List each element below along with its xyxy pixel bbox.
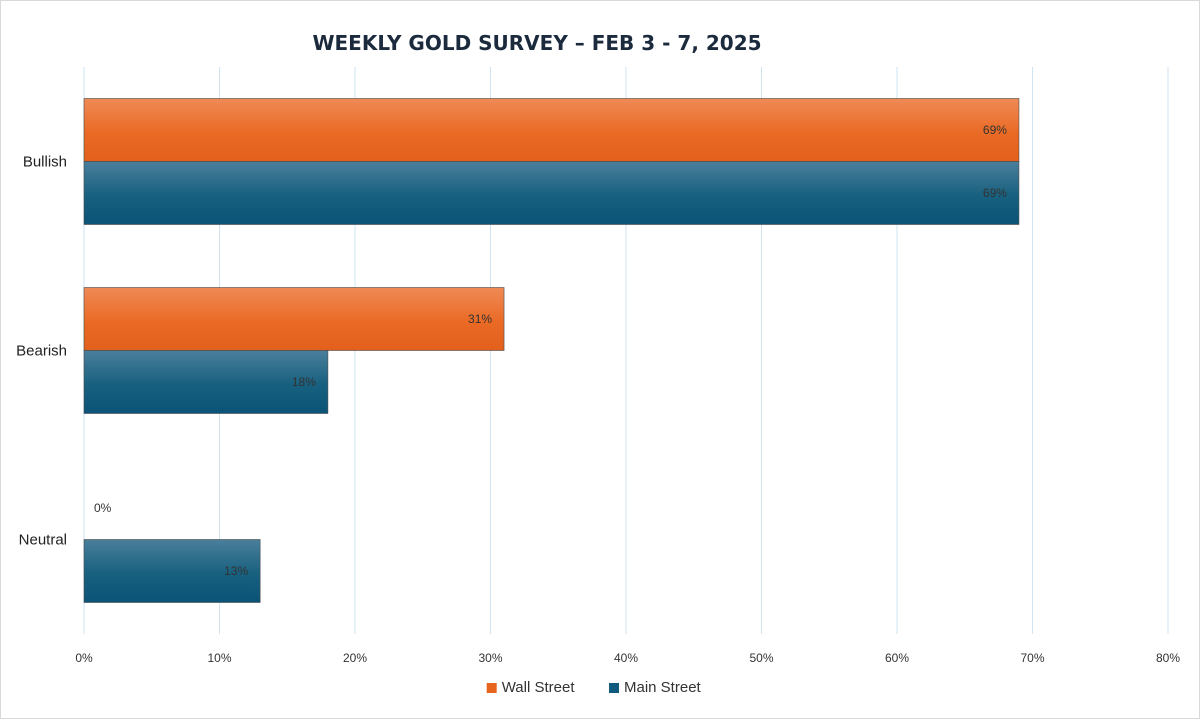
category-label-neutral: Neutral — [19, 532, 67, 549]
x-tick-label: 30% — [478, 651, 502, 665]
bar-wall-street-bearish[interactable] — [83, 287, 505, 351]
chart-title: WEEKLY GOLD SURVEY – FEB 3 - 7, 2025 — [312, 31, 761, 55]
legend-label-main-street[interactable]: Main Street — [624, 679, 702, 696]
data-label-wall-street-neutral: 0% — [94, 501, 112, 515]
x-tick-label: 50% — [749, 651, 773, 665]
data-labels: 69% 69% 31% 18% 0% 13% — [94, 123, 1007, 578]
category-label-bearish: Bearish — [16, 343, 67, 360]
data-label-wall-street-bearish: 31% — [468, 312, 492, 326]
bars — [83, 98, 1020, 603]
bar-main-street-bearish[interactable] — [83, 350, 329, 414]
category-label-bullish: Bullish — [23, 154, 67, 171]
bar-wall-street-bullish[interactable] — [83, 98, 1020, 162]
x-tick-label: 40% — [614, 651, 638, 665]
x-tick-label: 0% — [75, 651, 93, 665]
legend-label-wall-street[interactable]: Wall Street — [502, 679, 576, 696]
x-tick-label: 60% — [885, 651, 909, 665]
x-tick-label: 20% — [343, 651, 367, 665]
data-label-main-street-neutral: 13% — [224, 564, 248, 578]
bar-main-street-neutral[interactable] — [83, 539, 261, 603]
x-tick-label: 70% — [1020, 651, 1044, 665]
data-label-main-street-bearish: 18% — [292, 375, 316, 389]
data-label-main-street-bullish: 69% — [983, 186, 1007, 200]
x-tick-label: 80% — [1156, 651, 1180, 665]
data-label-wall-street-bullish: 69% — [983, 123, 1007, 137]
legend-swatch-main-street — [609, 683, 619, 693]
x-tick-label: 10% — [207, 651, 231, 665]
legend-swatch-wall-street — [486, 683, 497, 693]
category-labels: Bullish Bearish Neutral — [16, 154, 67, 549]
bar-main-street-bullish[interactable] — [83, 161, 1020, 225]
legend[interactable]: Wall Street Main Street — [486, 679, 702, 696]
x-tick-labels: 0% 10% 20% 30% 40% 50% 60% 70% 80% — [75, 651, 1180, 665]
